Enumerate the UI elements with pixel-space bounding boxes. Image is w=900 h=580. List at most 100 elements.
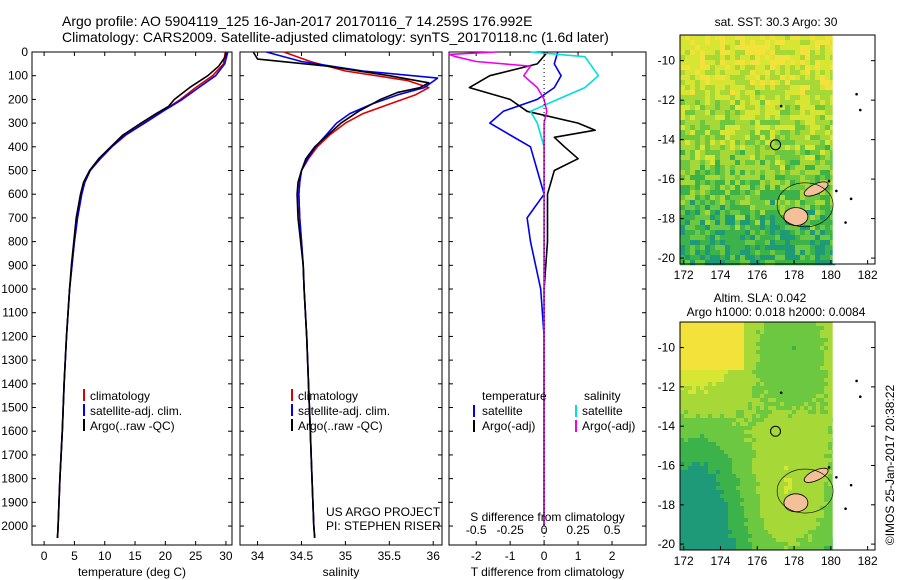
- sla-map-lon-label: 180: [821, 554, 841, 568]
- depth-tick-label: 1300: [1, 353, 28, 367]
- legend-label: satellite-adj. clim.: [90, 404, 182, 418]
- sla-map-argo-position-marker: [770, 425, 782, 437]
- small-island: [779, 104, 783, 108]
- sla-map-lat-label: -12: [658, 380, 676, 394]
- vanua-levu-island: [803, 467, 829, 483]
- sla-map-lon-label: 182: [858, 554, 878, 568]
- temperature-xtick-label: 20: [159, 549, 173, 563]
- temperature-series-satellite-adj-clim-: [56, 51, 229, 538]
- sla-map-title: Altim. SLA: 0.042: [714, 291, 807, 305]
- chart-title-line1: Argo profile: AO 5904119_125 16-Jan-2017…: [62, 13, 533, 29]
- depth-tick-label: 800: [8, 235, 28, 249]
- difference-series-T-satellite: [488, 51, 562, 526]
- temperature-xtick-label: 15: [128, 549, 142, 563]
- depth-tick-label: 1200: [1, 329, 28, 343]
- sla-map-lat-label: -18: [658, 498, 676, 512]
- legend-label: Argo(-adj): [582, 419, 635, 433]
- reef-contour: [776, 468, 834, 514]
- temperature-xlabel: temperature (deg C): [78, 565, 186, 579]
- salinity-xlabel: salinity: [323, 565, 360, 579]
- sst-map-argo-position-marker: [770, 139, 782, 151]
- small-island: [827, 466, 831, 469]
- legend-label: climatology: [90, 389, 150, 403]
- sla-map-lat-label: -20: [658, 537, 676, 551]
- sst-map-lon-label: 174: [710, 268, 730, 282]
- depth-tick-label: 100: [8, 69, 28, 83]
- depth-tick-label: 300: [8, 116, 28, 130]
- salinity-difference-tick-label: -0.25: [496, 523, 524, 537]
- small-island: [779, 391, 783, 395]
- legend-label: Argo(..raw -QC): [298, 419, 383, 433]
- chart-title-line2: Climatology: CARS2009. Satellite-adjuste…: [62, 29, 609, 45]
- imos-timestamp: ©IMOS 25-Jan-2017 20:38:22: [883, 385, 897, 546]
- reef-contour: [776, 182, 834, 228]
- legend-label: satellite-adj. clim.: [298, 404, 390, 418]
- depth-tick-label: 600: [8, 187, 28, 201]
- salinity-xtick-label: 35: [339, 549, 353, 563]
- sst-map-lat-label: -12: [658, 93, 676, 107]
- sla-map-lat-label: -10: [658, 341, 676, 355]
- sla-map-lon-label: 172: [674, 554, 694, 568]
- sst-map-lon-label: 178: [784, 268, 804, 282]
- sla-map-subtitle: Argo h1000: 0.018 h2000: 0.0084: [687, 305, 866, 319]
- legend-label: Argo(-adj): [482, 419, 535, 433]
- salinity-difference-tick-label: 0.25: [566, 523, 590, 537]
- sst-map-lat-label: -10: [658, 54, 676, 68]
- sla-map-lat-label: -16: [658, 458, 676, 472]
- sla-map-lon-label: 174: [710, 554, 730, 568]
- depth-tick-label: 0: [21, 45, 28, 59]
- viti-levu-island: [783, 493, 809, 513]
- depth-tick-label: 1600: [1, 424, 28, 438]
- sst-map-title: sat. SST: 30.3 Argo: 30: [715, 15, 838, 29]
- salinity-xtick-label: 35.5: [378, 549, 402, 563]
- small-island: [827, 179, 831, 183]
- difference-xtick-label: -1: [505, 549, 516, 563]
- small-island: [858, 108, 862, 112]
- depth-tick-label: 1000: [1, 282, 28, 296]
- salinity-series-argo-raw-qc-: [252, 51, 430, 538]
- temperature-series-argo-raw-qc-: [56, 51, 227, 538]
- sst-map-lat-label: -14: [658, 133, 676, 147]
- sst-map-lon-label: 182: [858, 268, 878, 282]
- difference-xtick-label: 0: [541, 549, 548, 563]
- legend-label: satellite: [482, 404, 523, 418]
- temperature-xtick-label: 0: [41, 549, 48, 563]
- vanua-levu-island: [803, 181, 829, 197]
- depth-tick-label: 700: [8, 211, 28, 225]
- viti-levu-island: [783, 207, 809, 227]
- salinity-series-satellite-adj-clim-: [266, 51, 439, 538]
- depth-tick-label: 500: [8, 164, 28, 178]
- legend-temperature-heading: temperature: [482, 389, 547, 403]
- difference-plot-frame: [448, 51, 647, 546]
- sla-map-lon-label: 176: [747, 554, 767, 568]
- small-island: [855, 92, 858, 96]
- legend-salinity-heading: salinity: [584, 389, 621, 403]
- small-island: [844, 507, 847, 511]
- small-island: [849, 197, 853, 201]
- temperature-plot-frame: [31, 51, 233, 546]
- sst-map-no-data: [832, 35, 875, 264]
- depth-tick-label: 900: [8, 258, 28, 272]
- sst-map-frame: [679, 34, 876, 265]
- salinity-plot-frame: [239, 51, 443, 546]
- temperature-xtick-label: 25: [189, 549, 203, 563]
- small-island: [835, 189, 838, 193]
- sla-map-field: [680, 322, 837, 551]
- project-annotation: US ARGO PROJECT: [326, 505, 441, 519]
- salinity-xtick-label: 34.5: [290, 549, 314, 563]
- depth-tick-label: 400: [8, 140, 28, 154]
- depth-tick-label: 200: [8, 92, 28, 106]
- sst-map-lat-label: -20: [658, 251, 676, 265]
- difference-xtick-label: 2: [609, 549, 616, 563]
- difference-xtick-label: 1: [575, 549, 582, 563]
- small-island: [844, 221, 847, 224]
- difference-xtick-label: -2: [471, 549, 482, 563]
- small-island: [855, 379, 858, 383]
- depth-tick-label: 1500: [1, 401, 28, 415]
- difference-xlabel: T difference from climatology: [471, 565, 625, 579]
- depth-tick-label: 2000: [1, 519, 28, 533]
- difference-series-T-argo-adj-: [468, 51, 596, 526]
- temperature-xtick-label: 5: [71, 549, 78, 563]
- pi-annotation: PI: STEPHEN RISER: [326, 519, 441, 533]
